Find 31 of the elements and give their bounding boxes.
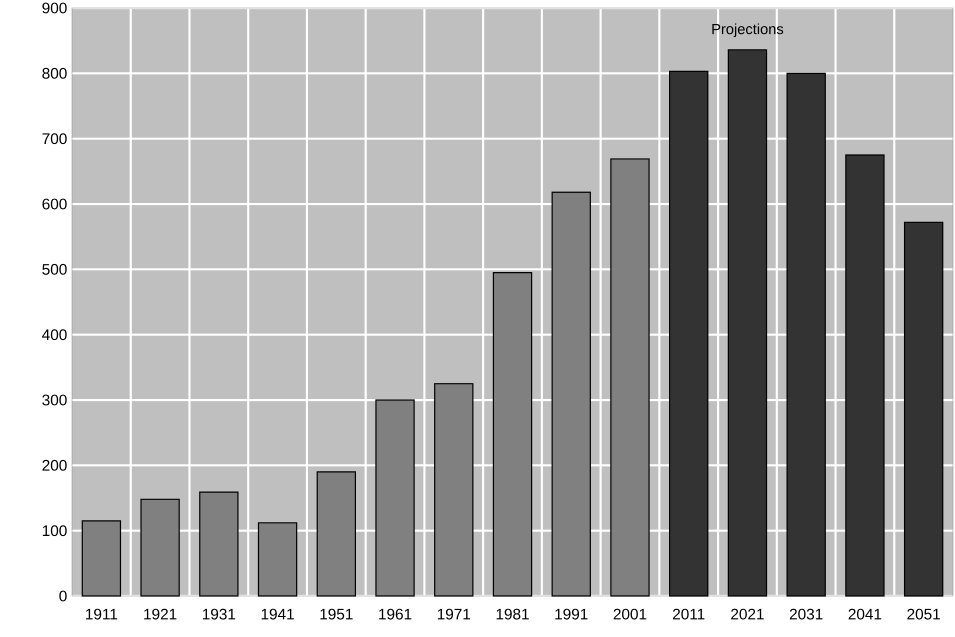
x-tick-label: 1911 [86,608,118,620]
y-tick-label: 800 [42,68,67,79]
y-tick-label: 400 [42,329,67,340]
bar [904,222,944,597]
x-tick-label: 1941 [262,608,294,620]
y-tick-label: 600 [42,198,67,210]
x-tick-label: 1971 [438,608,470,620]
x-tick-label: 2021 [731,608,764,620]
bar [669,70,708,597]
x-tick-label: 1931 [202,608,236,620]
y-tick-label: 200 [42,460,67,471]
y-tick-label: 0 [59,590,67,602]
bar [845,154,885,597]
x-tick-label: 2001 [614,608,646,620]
x-tick-label: 1961 [379,608,412,620]
annotation: Projections [712,23,784,38]
x-tick-label: 2051 [907,608,940,620]
x-tick-label: 1921 [144,608,176,620]
x-tick-label: 1951 [320,608,353,620]
x-tick-label: 2011 [672,608,704,620]
y-tick-label: 700 [42,133,67,144]
x-tick-label: 1981 [496,608,529,620]
x-tick-label: 1991 [555,608,588,620]
x-tick-label: 2031 [790,608,822,620]
y-tick-label: 500 [42,264,67,275]
x-tick-label: 2041 [848,608,882,620]
y-tick-label: 100 [42,525,67,536]
y-tick-label: 300 [42,394,67,406]
y-tick-label: 900 [42,2,67,14]
bar [728,49,768,597]
bar [786,72,826,597]
